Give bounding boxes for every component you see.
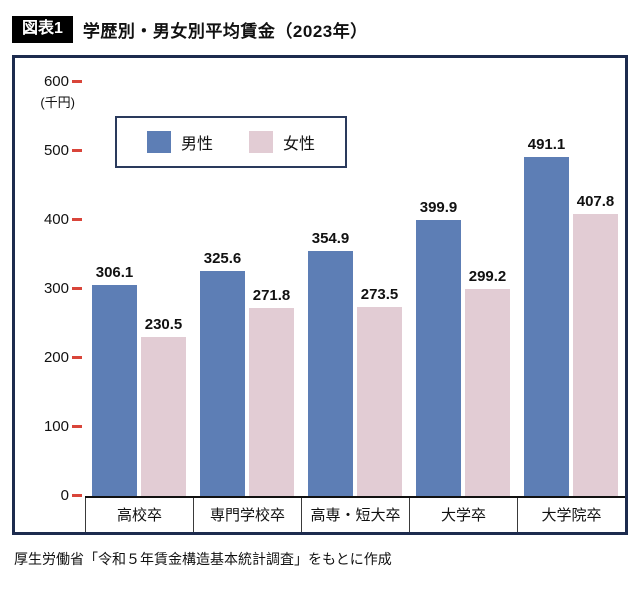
legend-swatch	[147, 130, 171, 153]
bar-男性: 306.1	[92, 264, 137, 496]
x-axis-category-row: 高校卒 専門学校卒 高専・短大卒 大学卒 大学院卒	[85, 497, 625, 532]
y-tick-label: 200	[43, 348, 69, 366]
y-tick-mark	[72, 425, 82, 429]
y-tick-mark	[72, 287, 82, 291]
y-tick-label: 500	[43, 141, 69, 159]
x-category-label: 高専・短大卒	[301, 497, 409, 532]
y-tick-mark	[72, 80, 82, 84]
bar-value-label: 491.1	[527, 135, 566, 153]
bar-男性: 491.1	[524, 136, 569, 496]
y-tick-label: 400	[43, 210, 69, 228]
bar-女性: 273.5	[357, 286, 402, 496]
bar-group: 491.1 407.8	[517, 58, 625, 496]
y-tick-mark	[72, 218, 82, 222]
bar-男性: 325.6	[200, 250, 245, 496]
bar-男性: 399.9	[416, 199, 461, 496]
bar-value-label: 325.6	[203, 250, 242, 268]
y-tick-mark	[72, 356, 82, 360]
bar-value-label: 230.5	[144, 315, 183, 333]
y-tick-label: 600	[43, 72, 69, 90]
bar-value-label: 407.8	[576, 193, 615, 211]
header: 図表1 学歴別・男女別平均賃金（2023年）	[0, 0, 640, 55]
bar-value-label: 299.2	[468, 268, 507, 286]
page-title: 学歴別・男女別平均賃金（2023年）	[82, 21, 368, 41]
bar-value-label: 354.9	[311, 229, 350, 247]
bar-女性: 230.5	[141, 316, 186, 496]
legend-label: 男性	[181, 135, 214, 153]
x-category-label: 大学卒	[409, 497, 517, 532]
plot-area: 306.1 230.5 325.6 271.8 354.9 273.5 399.9 299.2…	[85, 58, 625, 496]
bar-男性: 354.9	[308, 230, 353, 496]
bar-group: 354.9 273.5	[301, 58, 409, 496]
bar-group: 399.9 299.2	[409, 58, 517, 496]
y-tick-mark	[72, 494, 82, 498]
figure-badge: 図表1	[12, 16, 73, 43]
bar-group: 325.6 271.8	[193, 58, 301, 496]
y-tick-mark	[72, 149, 82, 153]
legend-item: 女性	[249, 130, 315, 154]
legend-item: 男性	[147, 130, 213, 154]
bar-女性: 299.2	[465, 268, 510, 496]
y-tick-label: 0	[60, 486, 69, 504]
x-category-label: 専門学校卒	[193, 497, 301, 532]
bar-女性: 407.8	[573, 193, 618, 496]
x-category-label: 大学院卒	[517, 497, 625, 532]
y-axis-unit-label: (千円)	[40, 94, 75, 110]
x-axis-line	[85, 495, 625, 498]
bar-value-label: 273.5	[360, 286, 399, 304]
x-category-label: 高校卒	[85, 497, 193, 532]
chart-frame: (千円) 306.1 230.5 325.6 271.8 354.9 273.5 399.9…	[12, 54, 628, 535]
bar-value-label: 399.9	[419, 198, 458, 216]
bar-group: 306.1 230.5	[85, 58, 193, 496]
bar-value-label: 271.8	[252, 287, 291, 305]
source-note: 厚生労働省「令和５年賃金構造基本統計調査」をもとに作成	[14, 550, 392, 567]
bar-value-label: 306.1	[95, 263, 134, 281]
y-tick-label: 100	[43, 417, 69, 435]
legend-swatch	[249, 130, 274, 153]
bar-女性: 271.8	[249, 287, 294, 496]
y-tick-label: 300	[43, 279, 69, 297]
legend: 男性 女性	[115, 115, 348, 168]
legend-label: 女性	[283, 135, 316, 153]
